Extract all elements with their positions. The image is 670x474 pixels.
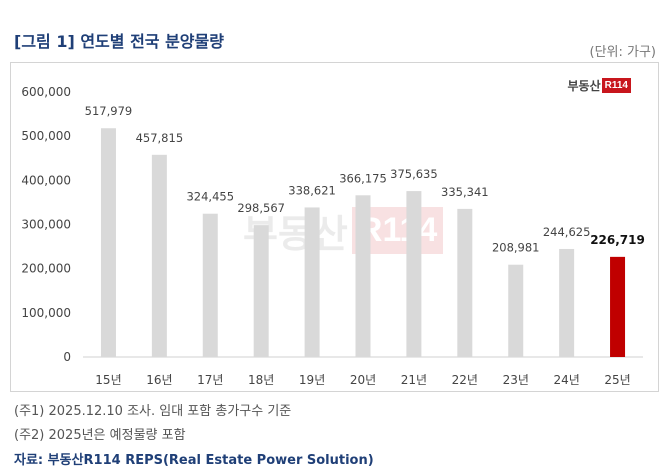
x-tick-label: 21년 bbox=[401, 373, 427, 387]
x-tick-label: 18년 bbox=[248, 373, 274, 387]
bar bbox=[559, 248, 575, 357]
source-label: 자료: 부동산R114 REPS(Real Estate Power Solut… bbox=[14, 453, 374, 468]
unit-label: (단위: 가구) bbox=[589, 45, 657, 60]
data-label: 375,635 bbox=[390, 167, 438, 181]
y-tick-label: 300,000 bbox=[21, 218, 71, 232]
bar bbox=[202, 213, 218, 357]
y-tick-label: 400,000 bbox=[21, 173, 71, 187]
x-tick-label: 20년 bbox=[350, 373, 376, 387]
chart-area: 부동산 R114 0 100,000 200,000 300,000 400,000 50… bbox=[10, 62, 659, 392]
bar bbox=[355, 195, 371, 357]
x-tick-label: 24년 bbox=[553, 373, 579, 387]
note-2: (주2) 2025년은 예정물량 포함 bbox=[14, 428, 186, 443]
data-label: 335,341 bbox=[441, 185, 489, 199]
data-label: 338,621 bbox=[288, 183, 336, 197]
y-tick-label: 600,000 bbox=[21, 85, 71, 99]
x-tick-label: 22년 bbox=[452, 373, 478, 387]
data-label: 298,567 bbox=[237, 201, 285, 215]
bar bbox=[304, 207, 320, 357]
bar bbox=[100, 128, 116, 357]
x-tick-label: 25년 bbox=[604, 373, 630, 387]
y-tick-label: 0 bbox=[63, 350, 71, 364]
y-tick-label: 100,000 bbox=[21, 306, 71, 320]
x-tick-label: 17년 bbox=[197, 373, 223, 387]
data-label: 517,979 bbox=[85, 104, 133, 118]
logo-box: R114 bbox=[601, 78, 631, 93]
chart-title: [그림 1] 연도별 전국 분양물량 bbox=[14, 32, 224, 51]
x-tick-label: 15년 bbox=[95, 373, 121, 387]
bar bbox=[253, 225, 269, 357]
data-label: 366,175 bbox=[339, 171, 387, 185]
bar bbox=[151, 154, 167, 357]
bar bbox=[457, 208, 473, 357]
brand-logo: 부동산 R114 bbox=[568, 77, 631, 94]
x-tick-label: 23년 bbox=[503, 373, 529, 387]
data-label: 226,719 bbox=[590, 233, 645, 247]
data-label: 244,625 bbox=[543, 225, 591, 239]
x-tick-label: 16년 bbox=[146, 373, 172, 387]
y-tick-label: 500,000 bbox=[21, 129, 71, 143]
bar-chart: 0 100,000 200,000 300,000 400,000 500,000 600,… bbox=[21, 85, 645, 387]
x-tick-label: 19년 bbox=[299, 373, 325, 387]
note-1: (주1) 2025.12.10 조사. 임대 포함 총가구수 기준 bbox=[14, 404, 292, 419]
data-label: 457,815 bbox=[136, 131, 184, 145]
data-label: 208,981 bbox=[492, 241, 540, 255]
data-label: 324,455 bbox=[186, 190, 234, 204]
logo-text: 부동산 bbox=[567, 79, 601, 93]
bar bbox=[508, 264, 524, 357]
bar bbox=[406, 191, 422, 357]
y-tick-label: 200,000 bbox=[21, 262, 71, 276]
bar bbox=[610, 256, 626, 357]
